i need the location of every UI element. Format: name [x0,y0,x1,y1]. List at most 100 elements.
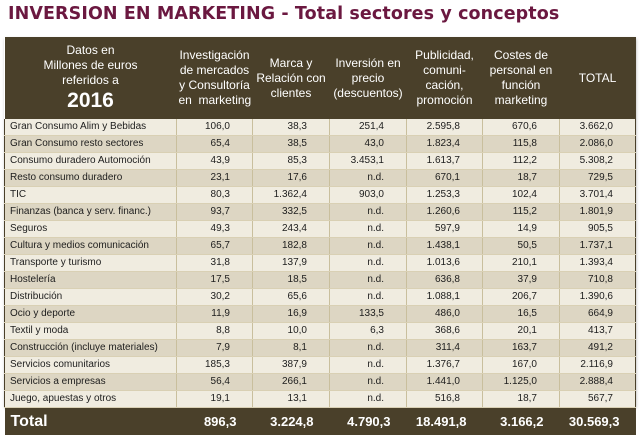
value-cell: 266,1 [253,374,330,391]
value-cell: n.d. [330,170,407,187]
value-cell: 80,3 [177,187,253,204]
row-total-cell: 1.737,1 [560,238,636,255]
value-cell: 903,0 [330,187,407,204]
value-cell: 1.613,7 [407,153,483,170]
corner-line: Millones de euros [43,58,137,72]
value-cell: n.d. [330,204,407,221]
value-cell: 7,9 [177,340,253,357]
row-total-cell: 413,7 [560,323,636,340]
row-label: Servicios a empresas [5,374,177,391]
value-cell: 1.013,6 [407,255,483,272]
row-label: Construcción (incluye materiales) [5,340,177,357]
value-cell: 8,8 [177,323,253,340]
value-cell: 8,1 [253,340,330,357]
value-cell: n.d. [330,272,407,289]
value-cell: 18,5 [253,272,330,289]
value-cell: n.d. [330,289,407,306]
value-cell: 102,4 [483,187,560,204]
value-cell: 137,9 [253,255,330,272]
value-cell: 38,5 [253,136,330,153]
column-header-total: TOTAL [560,37,636,119]
value-cell: 1.125,0 [483,374,560,391]
value-cell: n.d. [330,255,407,272]
value-cell: n.d. [330,340,407,357]
row-label: Ocio y deporte [5,306,177,323]
value-cell: 50,5 [483,238,560,255]
header-line: en marketing [179,93,252,107]
value-cell: n.d. [330,357,407,374]
value-cell: 3.453,1 [330,153,407,170]
column-header-price: Inversión en precio (descuentos) [330,37,407,119]
value-cell: 16,5 [483,306,560,323]
row-total-cell: 729,5 [560,170,636,187]
column-header-staff: Costes de personal en función marketing [483,37,560,119]
header-line: precio [352,71,385,85]
value-cell: 332,5 [253,204,330,221]
value-cell: 65,6 [253,289,330,306]
value-cell: 30,2 [177,289,253,306]
value-cell: 23,1 [177,170,253,187]
row-total-cell: 491,2 [560,340,636,357]
value-cell: 670,1 [407,170,483,187]
corner-header: Datos en Millones de euros referidos a 2… [5,37,177,119]
value-cell: 1.362,4 [253,187,330,204]
value-cell: 17,6 [253,170,330,187]
row-label: Consumo duradero Automoción [5,153,177,170]
value-cell: 597,9 [407,221,483,238]
value-cell: n.d. [330,391,407,408]
value-cell: 65,4 [177,136,253,153]
value-cell: 1.441,0 [407,374,483,391]
row-total-cell: 5.308,2 [560,153,636,170]
marketing-investment-table-container: Datos en Millones de euros referidos a 2… [4,37,635,406]
header-line: promoción [416,93,472,107]
row-label: Transporte y turismo [5,255,177,272]
header-line: Marca y [270,56,313,70]
row-label: Resto consumo duradero [5,170,177,187]
value-cell: n.d. [330,221,407,238]
value-cell: 1.438,1 [407,238,483,255]
value-cell: 115,2 [483,204,560,221]
row-label: Finanzas (banca y serv. financ.) [5,204,177,221]
marketing-investment-table: Datos en Millones de euros referidos a 2… [4,37,636,435]
row-label: Cultura y medios comunicación [5,238,177,255]
value-cell: 85,3 [253,153,330,170]
value-cell: 163,7 [483,340,560,357]
value-cell: 670,6 [483,119,560,136]
year-label: 2016 [7,89,175,113]
header-line: Publicidad, [415,48,474,62]
row-label: Distribución [5,289,177,306]
column-header-research: Investigación de mercados y Consultoría … [177,37,253,119]
value-cell: 167,0 [483,357,560,374]
row-label: Gran Consumo resto sectores [5,136,177,153]
row-total-cell: 2.116,9 [560,357,636,374]
header-line: clientes [271,86,312,100]
value-cell: 516,8 [407,391,483,408]
value-cell: 182,8 [253,238,330,255]
header-line: función [502,78,541,92]
table-header: Datos en Millones de euros referidos a 2… [5,37,636,119]
value-cell: 49,3 [177,221,253,238]
header-line: (descuentos) [333,86,402,100]
value-cell: 368,6 [407,323,483,340]
row-total-cell: 2.086,0 [560,136,636,153]
row-label: Textil y moda [5,323,177,340]
value-cell: 19,1 [177,391,253,408]
row-total-cell: 567,7 [560,391,636,408]
row-total-cell: 2.888,4 [560,374,636,391]
value-cell: 2.595,8 [407,119,483,136]
header-line: TOTAL [579,71,617,85]
value-cell: 17,5 [177,272,253,289]
value-cell: 206,7 [483,289,560,306]
